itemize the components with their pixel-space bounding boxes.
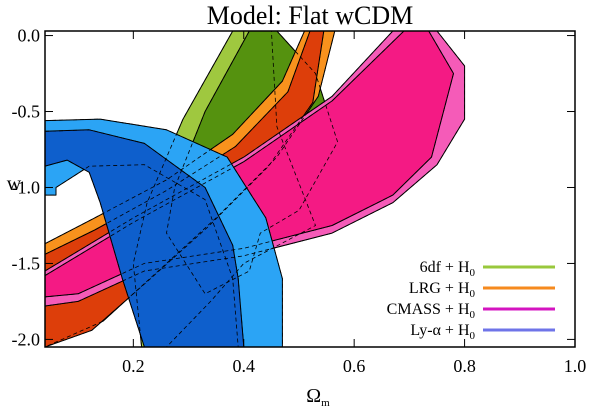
x-tick-label-2: 0.6 bbox=[343, 356, 366, 376]
y-tick-label-1: -0.5 bbox=[12, 102, 41, 122]
axes-layer: 0.2 0.4 0.6 0.8 1.0 0.0 -0.5 -1.0 -1.5 -2.0 bbox=[12, 26, 587, 376]
contour-dashed-outline-1 bbox=[166, 31, 339, 295]
legend-label-0: 6df + H0 bbox=[420, 259, 476, 279]
contour-dashed-outline-5 bbox=[45, 31, 454, 298]
x-axis-label: Ωm bbox=[306, 385, 330, 407]
x-tick-label-1: 0.4 bbox=[233, 356, 256, 376]
contour-layer bbox=[45, 31, 466, 347]
plot-frame bbox=[44, 30, 576, 348]
contour-dashed-outline-4 bbox=[45, 31, 466, 307]
legend-label-3: Ly-α + H0 bbox=[410, 322, 475, 342]
legend-label-1: LRG + H0 bbox=[409, 280, 476, 300]
y-tick-label-3: -1.5 bbox=[12, 253, 41, 273]
y-tick-label-0: 0.0 bbox=[18, 26, 41, 46]
contour-dashed-outline-0 bbox=[132, 31, 317, 347]
legend-label-2: CMASS + H0 bbox=[387, 301, 476, 321]
x-tick-label-0: 0.2 bbox=[122, 356, 145, 376]
contour-dashed-outline-7 bbox=[45, 129, 245, 347]
chart-title: Model: Flat wCDM bbox=[207, 1, 414, 30]
y-axis-label: w bbox=[7, 173, 22, 195]
y-tick-label-2: -1.0 bbox=[12, 177, 41, 197]
contour-dashed-outline-3 bbox=[45, 31, 325, 347]
x-axis-label-main: Ω bbox=[306, 385, 321, 407]
contour-dashed-outline-6 bbox=[45, 118, 283, 347]
y-tick-label-4: -2.0 bbox=[12, 329, 41, 349]
x-axis-label-sub: m bbox=[321, 397, 330, 407]
dashed-overlay-layer bbox=[45, 31, 466, 347]
x-tick-label-3: 0.8 bbox=[453, 356, 476, 376]
x-tick-label-4: 1.0 bbox=[564, 356, 587, 376]
